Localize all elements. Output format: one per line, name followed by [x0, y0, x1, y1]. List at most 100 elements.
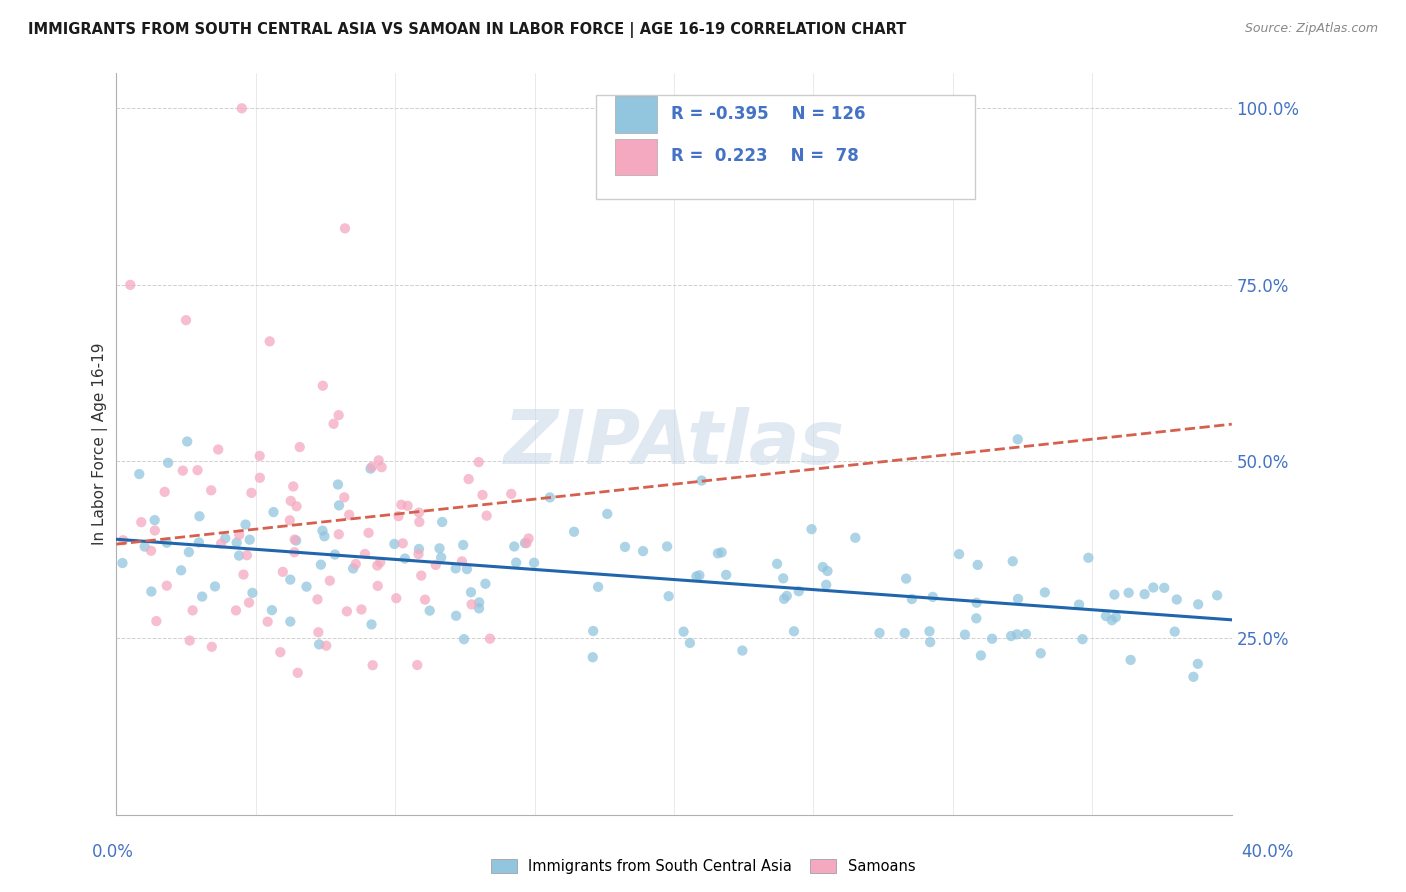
Point — [170, 563, 193, 577]
Point — [596, 507, 619, 521]
Point — [901, 592, 924, 607]
Point — [176, 434, 198, 449]
Point — [280, 494, 302, 508]
Point — [308, 637, 330, 651]
Point — [783, 624, 806, 639]
Point — [1142, 581, 1164, 595]
Point — [444, 561, 467, 575]
Point — [357, 525, 380, 540]
Point — [228, 528, 250, 542]
Point — [141, 584, 163, 599]
Point — [1206, 588, 1229, 602]
Point — [231, 101, 253, 115]
Point — [586, 580, 609, 594]
Point — [179, 633, 201, 648]
Text: Source: ZipAtlas.com: Source: ZipAtlas.com — [1244, 22, 1378, 36]
Point — [451, 554, 474, 568]
Point — [479, 632, 502, 646]
Point — [562, 524, 585, 539]
Point — [444, 608, 467, 623]
Point — [235, 517, 257, 532]
Point — [920, 635, 942, 649]
Point — [367, 579, 389, 593]
Point — [368, 555, 391, 569]
Point — [269, 645, 291, 659]
Point — [285, 500, 308, 514]
Point — [263, 505, 285, 519]
Point — [232, 567, 254, 582]
Point — [1067, 598, 1090, 612]
Point — [475, 508, 498, 523]
Point — [1164, 624, 1187, 639]
Point — [271, 565, 294, 579]
Y-axis label: In Labor Force | Age 16-19: In Labor Force | Age 16-19 — [93, 343, 108, 545]
Point — [396, 499, 419, 513]
Point — [690, 474, 713, 488]
Point — [385, 591, 408, 606]
Point — [129, 515, 152, 529]
Point — [1101, 613, 1123, 627]
Point — [1007, 591, 1029, 606]
Point — [1133, 587, 1156, 601]
Point — [815, 578, 838, 592]
Point — [1029, 646, 1052, 660]
Point — [314, 529, 336, 543]
Point — [366, 558, 388, 573]
Point — [655, 540, 678, 554]
Point — [134, 540, 156, 554]
Point — [503, 540, 526, 554]
Point — [1187, 597, 1209, 611]
Point — [631, 544, 654, 558]
Point — [787, 584, 810, 599]
Point — [1077, 550, 1099, 565]
Point — [451, 538, 474, 552]
Text: 0.0%: 0.0% — [91, 843, 134, 861]
Point — [143, 513, 166, 527]
Point — [326, 477, 349, 491]
Point — [382, 537, 405, 551]
Point — [468, 595, 491, 609]
Point — [505, 556, 527, 570]
Point — [201, 640, 224, 654]
Point — [679, 636, 702, 650]
Point — [731, 643, 754, 657]
Point — [474, 576, 496, 591]
Point — [772, 571, 794, 585]
Point — [278, 573, 301, 587]
Point — [773, 591, 796, 606]
Point — [1119, 653, 1142, 667]
Point — [228, 549, 250, 563]
Point — [153, 484, 176, 499]
Point — [1104, 588, 1126, 602]
Point — [239, 533, 262, 547]
Point — [408, 515, 430, 529]
Point — [307, 592, 329, 607]
Point — [295, 580, 318, 594]
Point — [112, 533, 135, 548]
Point — [285, 533, 308, 548]
Point — [278, 615, 301, 629]
Point — [516, 536, 538, 550]
Point — [1166, 592, 1188, 607]
Point — [328, 527, 350, 541]
Point — [361, 459, 384, 474]
Point — [457, 472, 479, 486]
Point — [200, 483, 222, 498]
Point — [328, 499, 350, 513]
FancyBboxPatch shape — [614, 138, 657, 176]
Point — [460, 598, 482, 612]
Point — [966, 558, 988, 572]
Point — [307, 625, 329, 640]
Point — [869, 626, 891, 640]
Point — [707, 546, 730, 560]
Point — [430, 550, 453, 565]
Point — [776, 589, 799, 603]
Point — [204, 579, 226, 593]
Point — [209, 537, 232, 551]
Point — [283, 545, 305, 559]
Point — [948, 547, 970, 561]
Point — [337, 508, 360, 522]
Point — [187, 463, 209, 477]
Point — [256, 615, 278, 629]
Point — [413, 592, 436, 607]
